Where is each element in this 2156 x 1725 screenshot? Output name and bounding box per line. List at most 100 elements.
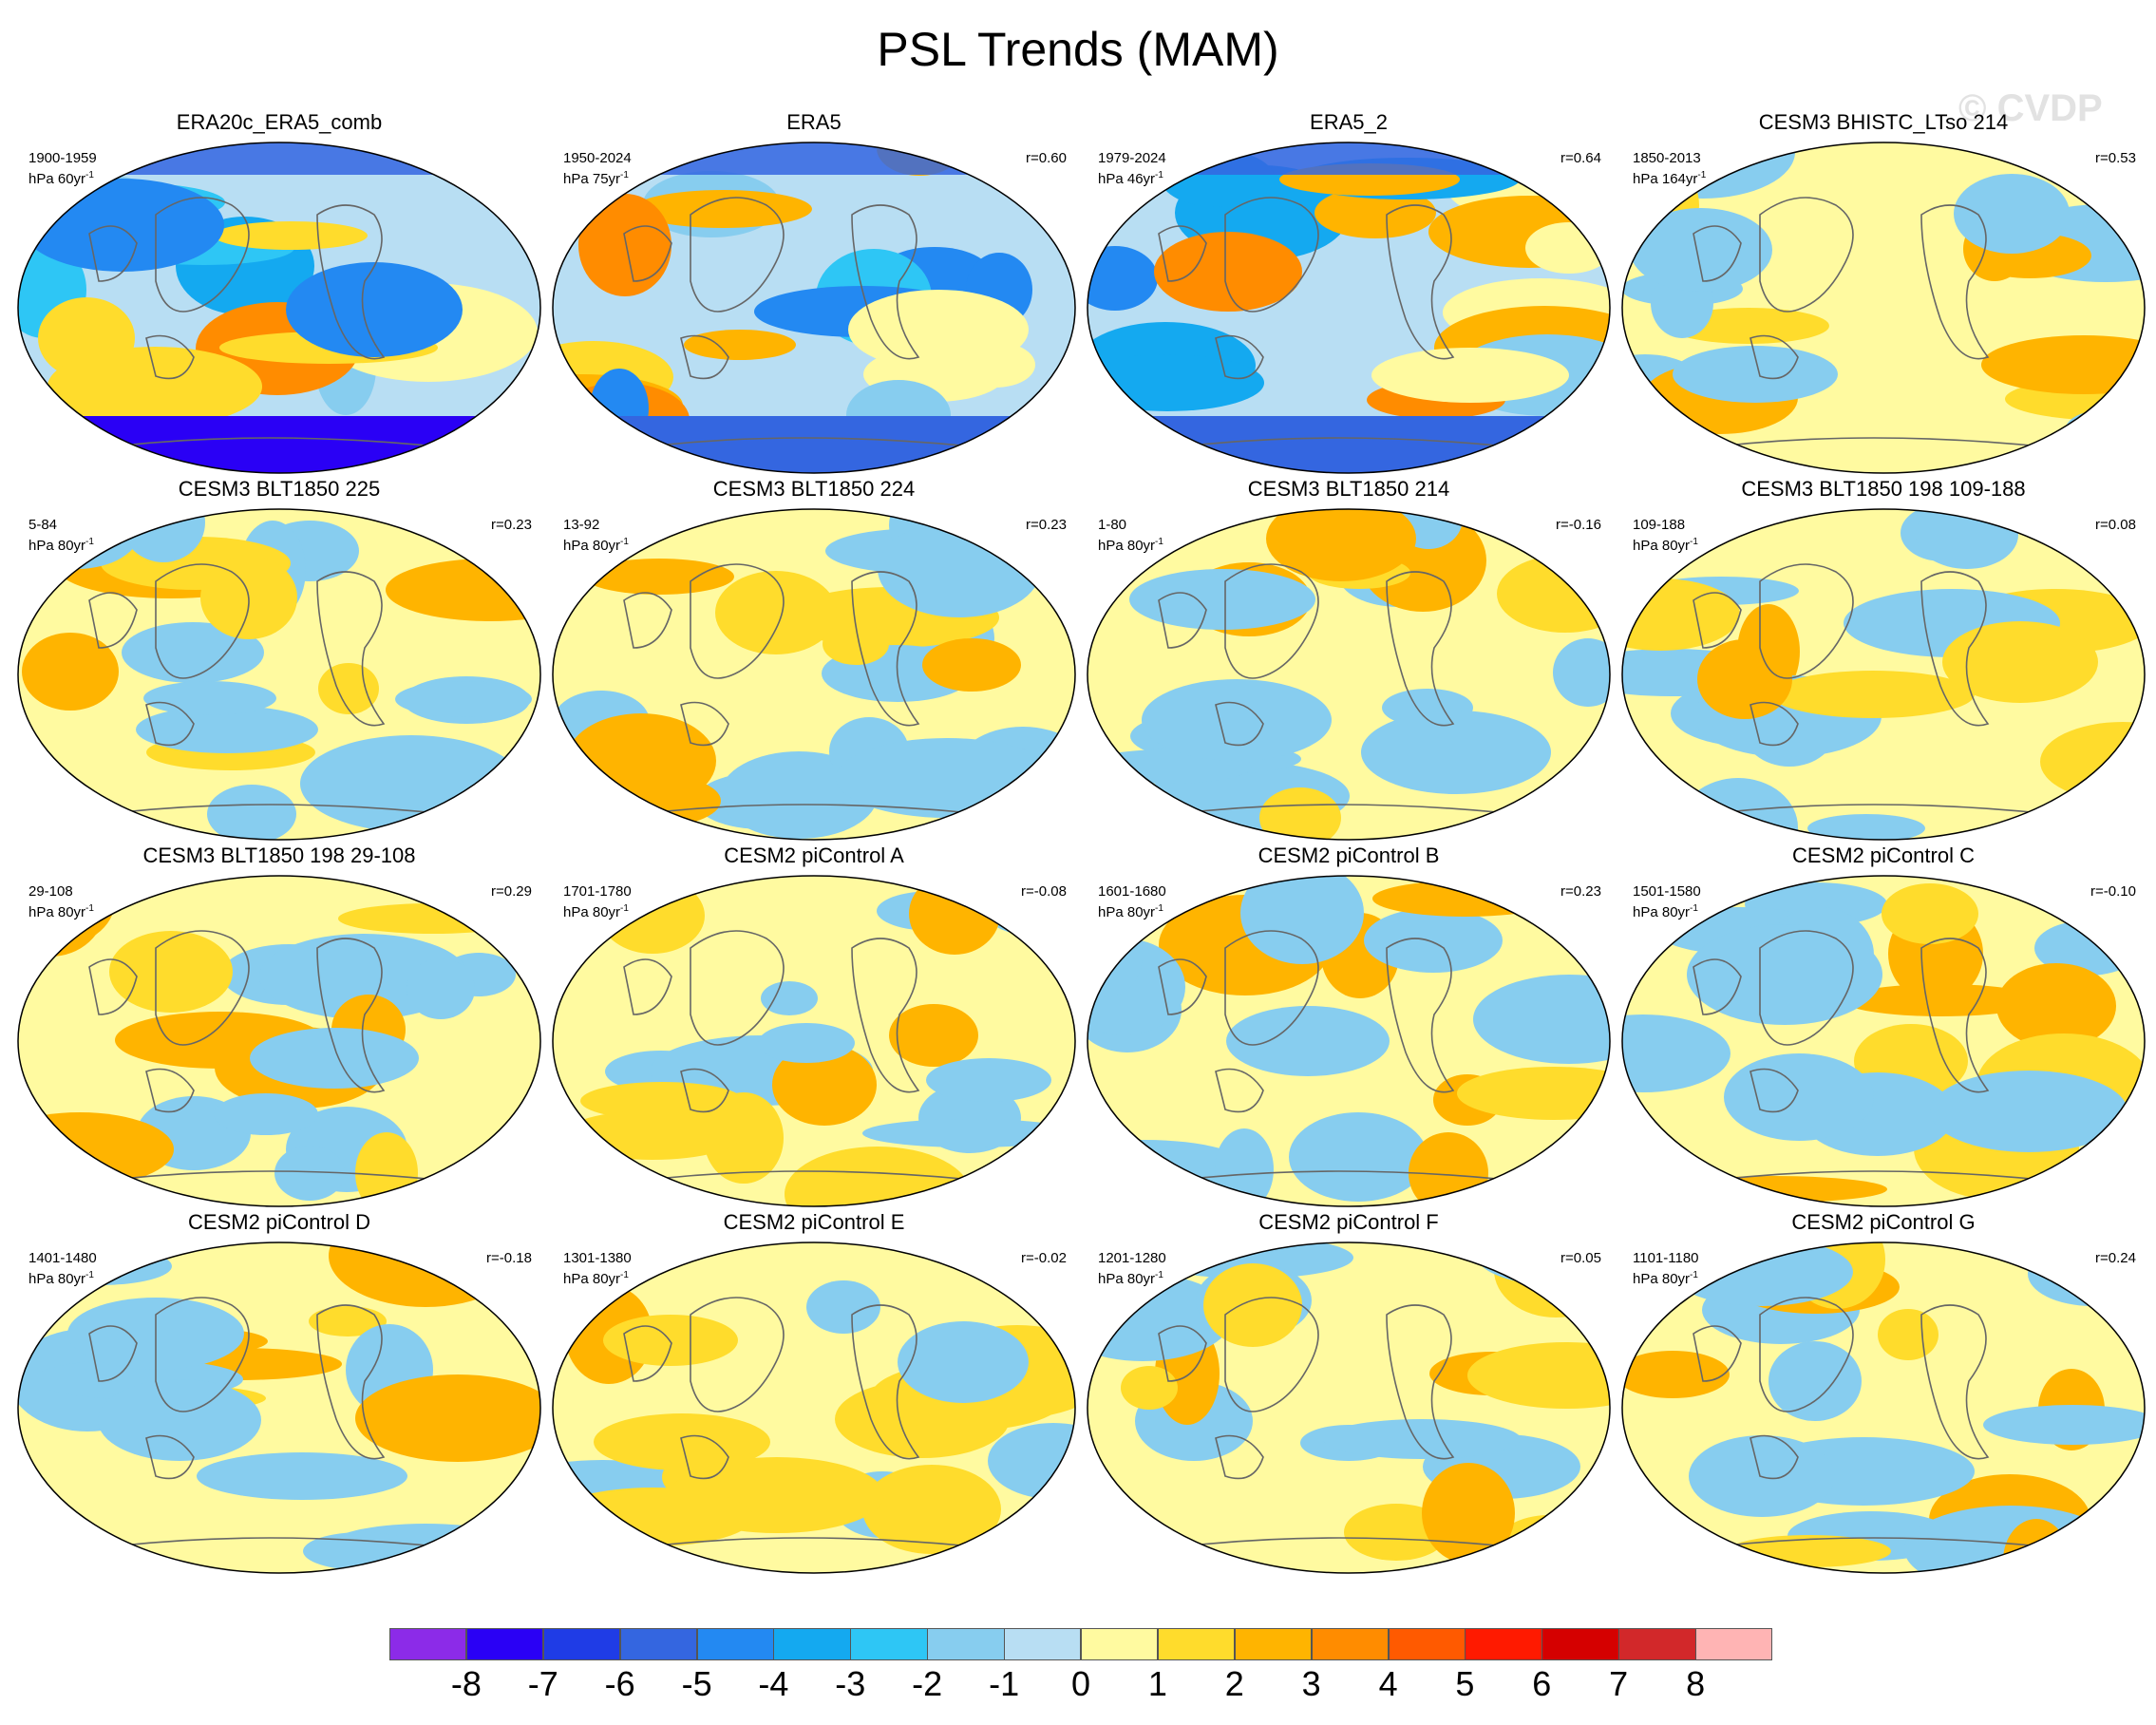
map-panel: ERA20c_ERA5_comb 1900-1959 hPa 60yr-1 bbox=[13, 110, 545, 481]
colorbar-tick-label: 1 bbox=[1147, 1664, 1167, 1703]
colorbar-tick-label: -5 bbox=[681, 1664, 712, 1703]
anomaly-region bbox=[1768, 1341, 1862, 1421]
panel-correlation: r=0.23 bbox=[491, 517, 532, 533]
panel-correlation: r=0.64 bbox=[1560, 150, 1601, 166]
anomaly-region bbox=[1323, 1419, 1521, 1459]
coastline bbox=[1920, 1304, 1990, 1460]
coastline bbox=[690, 563, 785, 679]
coastline bbox=[1759, 1297, 1854, 1412]
panel-years: 1900-1959 bbox=[28, 150, 97, 166]
coastline bbox=[1920, 204, 1990, 360]
map-outline bbox=[1087, 142, 1611, 474]
coastline bbox=[623, 592, 672, 649]
panel-correlation: r=-0.16 bbox=[1556, 517, 1601, 533]
anomaly-region bbox=[1843, 984, 2040, 1016]
panel-units: hPa 80yr-1 bbox=[563, 1270, 629, 1287]
anomaly-region bbox=[1494, 1242, 1610, 1317]
panel-correlation: r=-0.02 bbox=[1021, 1250, 1067, 1266]
coastline bbox=[680, 334, 729, 380]
coastline bbox=[623, 958, 672, 1015]
anomaly-region bbox=[922, 638, 1021, 692]
anomaly-region bbox=[1372, 881, 1559, 917]
panel-units: hPa 80yr-1 bbox=[28, 903, 94, 920]
map-panel: CESM3 BLT1850 214 1-80 hPa 80yr-1 r=-0.16 bbox=[1083, 477, 1615, 847]
anomaly-region bbox=[250, 1028, 419, 1089]
anomaly-region bbox=[1553, 638, 1610, 707]
map-panel: CESM3 BLT1850 198 29-108 29-108 hPa 80yr-1… bbox=[13, 844, 545, 1214]
panel-correlation: r=0.29 bbox=[491, 883, 532, 900]
coastline bbox=[1693, 958, 1742, 1015]
trend-map bbox=[17, 508, 541, 841]
coastline bbox=[1693, 1325, 1742, 1382]
anomaly-region bbox=[988, 1423, 1075, 1499]
anomaly-region bbox=[197, 1452, 407, 1500]
anomaly-region bbox=[214, 221, 368, 250]
colorbar-tick-label: -1 bbox=[989, 1664, 1020, 1703]
map-outline bbox=[552, 508, 1076, 841]
panel-units: hPa 80yr-1 bbox=[1633, 537, 1698, 554]
coastline bbox=[851, 938, 920, 1093]
coastline bbox=[1749, 701, 1799, 747]
anomaly-region bbox=[143, 681, 276, 715]
panel-years: 1201-1280 bbox=[1098, 1250, 1166, 1266]
panel-years: 1401-1480 bbox=[28, 1250, 97, 1266]
panel-years: 1979-2024 bbox=[1098, 150, 1166, 166]
coastline bbox=[1158, 958, 1207, 1015]
anomaly-region bbox=[898, 1321, 1029, 1403]
anomaly-region bbox=[584, 559, 734, 595]
panel-correlation: r=0.08 bbox=[2095, 517, 2136, 533]
coastline bbox=[1749, 1434, 1799, 1480]
panel-years: 5-84 bbox=[28, 517, 58, 533]
anomaly-region bbox=[926, 1058, 1051, 1102]
anomaly-region bbox=[286, 262, 463, 357]
colorbar-tick-label: -3 bbox=[835, 1664, 866, 1703]
coastline bbox=[145, 1068, 195, 1113]
map-outline bbox=[552, 875, 1076, 1207]
map-outline bbox=[552, 1242, 1076, 1574]
trend-map bbox=[17, 1242, 541, 1574]
antarctic-band bbox=[18, 416, 540, 473]
colorbar-swatch bbox=[465, 1628, 544, 1660]
anomaly-region bbox=[862, 1465, 1001, 1554]
anomaly-region bbox=[909, 876, 1000, 955]
panel-correlation: r=0.60 bbox=[1026, 150, 1067, 166]
anomaly-region bbox=[590, 369, 649, 448]
map-panel: CESM3 BHISTC_LTso 214 1850-2013 hPa 164yr-… bbox=[1617, 110, 2149, 481]
coastline bbox=[1215, 1068, 1264, 1113]
panel-title: ERA5 bbox=[786, 110, 842, 134]
map-panel: CESM2 piControl B 1601-1680 hPa 80yr-1 r=0.… bbox=[1083, 844, 1615, 1214]
coastline bbox=[1224, 197, 1319, 313]
coastline bbox=[88, 592, 138, 649]
panel-title: CESM2 piControl C bbox=[1792, 844, 1975, 867]
map-panel: CESM2 piControl C 1501-1580 hPa 80yr-1 r=-0… bbox=[1617, 844, 2149, 1214]
map-panel: CESM2 piControl D 1401-1480 hPa 80yr-1 r=-0… bbox=[13, 1210, 545, 1581]
anomaly-region bbox=[1364, 908, 1503, 973]
map-outline bbox=[1621, 1242, 2146, 1574]
panel-title: CESM2 piControl A bbox=[724, 844, 904, 867]
coastline bbox=[1920, 571, 1990, 727]
panel-title: CESM2 piControl D bbox=[188, 1210, 370, 1234]
panel-correlation: r=0.24 bbox=[2095, 1250, 2136, 1266]
coastline bbox=[680, 1068, 729, 1113]
coastline bbox=[316, 571, 386, 727]
coastline bbox=[680, 701, 729, 747]
anomaly-region bbox=[761, 981, 818, 1015]
anomaly-region bbox=[1659, 1176, 1887, 1203]
anomaly-region bbox=[1687, 924, 1882, 1025]
anomaly-region bbox=[1259, 787, 1341, 840]
map-outline bbox=[1621, 508, 2146, 841]
map-outline bbox=[17, 1242, 541, 1574]
map-outline bbox=[1621, 875, 2146, 1207]
map-outline bbox=[17, 508, 541, 841]
anomaly-region bbox=[684, 330, 796, 360]
map-panel: CESM2 piControl F 1201-1280 hPa 80yr-1 r=0.… bbox=[1083, 1210, 1615, 1581]
anomaly-region bbox=[1622, 432, 1720, 473]
anomaly-region bbox=[889, 1004, 978, 1067]
map-outline bbox=[1621, 142, 2146, 474]
anomaly-region bbox=[563, 1110, 742, 1160]
anomaly-region bbox=[309, 1306, 387, 1336]
colorbar-tick-label: -6 bbox=[604, 1664, 635, 1703]
panel-correlation: r=-0.08 bbox=[1021, 883, 1067, 900]
anomaly-region bbox=[823, 623, 889, 665]
coastline bbox=[851, 571, 920, 727]
